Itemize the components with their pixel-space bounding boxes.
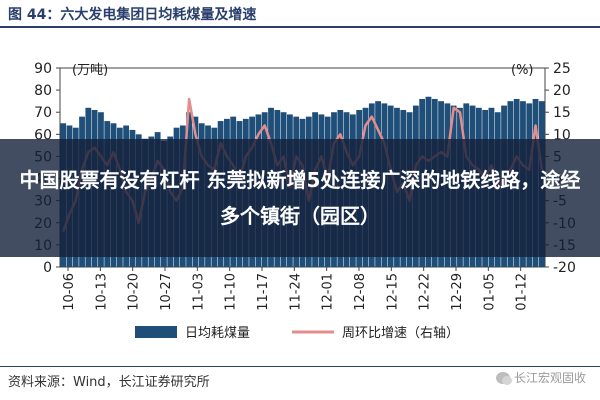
x-tick-label: 11-17 <box>256 273 271 311</box>
x-tick-label: 10-27 <box>159 273 174 311</box>
right-unit-label: (%) <box>511 63 534 78</box>
headline-overlay[interactable]: 中国股票有没有杠杆 东莞拟新增5处连接广深的地铁线路，途经多个镇街（园区） <box>0 139 600 257</box>
x-tick-label: 12-22 <box>418 273 433 311</box>
legend-line-label: 周环比增速（右轴） <box>342 326 459 341</box>
watermark-text: 长江宏观固收 <box>513 371 586 385</box>
legend: 日均耗煤量 周环比增速（右轴） <box>135 326 459 341</box>
x-tick-label: 01-12 <box>515 273 530 311</box>
right-tick-label: -20 <box>553 260 576 276</box>
right-tick-label: 20 <box>553 83 571 99</box>
x-tick-label: 11-03 <box>191 273 206 311</box>
x-tick-label: 12-15 <box>385 273 400 311</box>
source-rule <box>0 366 600 367</box>
left-tick-label: 90 <box>34 61 52 77</box>
x-tick-label: 11-10 <box>224 273 239 311</box>
legend-bar-swatch <box>135 326 177 338</box>
x-tick-label: 12-08 <box>353 273 368 311</box>
x-tick-label: 11-24 <box>288 273 303 311</box>
x-tick-label: 12-29 <box>450 273 465 311</box>
x-tick-label: 10-13 <box>94 273 109 311</box>
x-tick-label: 10-20 <box>127 273 142 311</box>
x-tick-label: 10-06 <box>62 273 77 311</box>
watermark: 长江宏观固收 <box>495 369 586 386</box>
left-unit-label: (万吨) <box>72 63 108 78</box>
left-tick-label: 70 <box>34 105 52 121</box>
headline-text: 中国股票有没有杠杆 东莞拟新增5处连接广深的地铁线路，途经多个镇街（园区） <box>19 168 581 228</box>
figure-title: 图 44：六大发电集团日均耗煤量及增速 <box>8 7 257 23</box>
source-note: 资料来源：Wind，长江证券研究所 <box>8 375 210 390</box>
legend-bar-label: 日均耗煤量 <box>185 326 250 341</box>
left-tick-label: 0 <box>43 260 52 276</box>
right-tick-label: 15 <box>553 105 571 121</box>
wechat-icon <box>495 371 512 385</box>
x-tick-label: 12-01 <box>321 273 336 311</box>
title-rule <box>0 26 600 28</box>
x-tick-label: 01-05 <box>482 273 497 311</box>
left-tick-label: 80 <box>34 83 52 99</box>
right-tick-label: 25 <box>553 61 571 77</box>
